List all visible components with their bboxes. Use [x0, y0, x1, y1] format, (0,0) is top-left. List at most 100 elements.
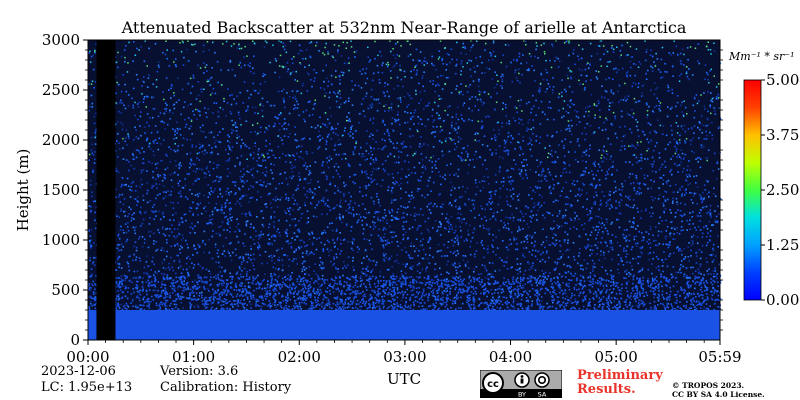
speckle-point [698, 137, 700, 139]
speckle-point [239, 161, 241, 164]
speckle-point [309, 56, 312, 59]
speckle-point [235, 254, 237, 257]
speckle-point [610, 240, 612, 242]
speckle-point [589, 249, 592, 251]
speckle-point [476, 65, 479, 67]
speckle-point [404, 246, 406, 249]
speckle-point [184, 184, 187, 187]
speckle-point [290, 275, 292, 277]
speckle-point [680, 264, 682, 266]
speckle-point [693, 175, 695, 178]
speckle-point [215, 232, 218, 235]
speckle-point [443, 283, 446, 286]
speckle-point [203, 194, 206, 197]
speckle-point [646, 158, 649, 160]
speckle-point [401, 143, 404, 146]
speckle-point [165, 204, 167, 207]
speckle-point [203, 298, 206, 301]
speckle-point [526, 234, 529, 237]
speckle-point [618, 204, 621, 207]
speckle-point [670, 124, 672, 127]
speckle-point [452, 264, 455, 267]
speckle-point [91, 102, 94, 105]
speckle-point [548, 256, 550, 259]
speckle-point [225, 237, 227, 239]
speckle-point [433, 279, 435, 282]
speckle-point [212, 180, 215, 183]
speckle-point [439, 226, 442, 228]
speckle-point [355, 141, 358, 144]
speckle-point [467, 172, 470, 175]
speckle-point [223, 282, 225, 284]
speckle-point [354, 84, 357, 87]
speckle-point [173, 103, 176, 106]
speckle-point [125, 240, 127, 243]
speckle-point [311, 85, 313, 88]
speckle-point [456, 279, 458, 282]
speckle-point [468, 59, 470, 62]
speckle-point [663, 305, 665, 307]
speckle-point [320, 241, 322, 244]
speckle-point [390, 276, 392, 279]
speckle-point [250, 259, 252, 261]
speckle-point [164, 234, 167, 237]
speckle-point [497, 281, 499, 284]
speckle-point [615, 236, 617, 238]
speckle-point [350, 126, 352, 129]
speckle-point [294, 79, 296, 81]
speckle-point [283, 123, 285, 126]
speckle-point [229, 217, 232, 219]
speckle-point [653, 106, 656, 108]
speckle-point [456, 272, 458, 274]
speckle-point [641, 92, 644, 95]
speckle-point [205, 268, 208, 271]
speckle-point [620, 99, 622, 101]
speckle-point [261, 153, 264, 156]
speckle-point [668, 255, 670, 257]
chart-title: Attenuated Backscatter at 532nm Near-Ran… [121, 18, 687, 37]
speckle-point [359, 186, 361, 189]
speckle-point [671, 202, 674, 204]
speckle-point [518, 55, 521, 58]
speckle-point [227, 134, 229, 136]
speckle-point [668, 281, 670, 284]
speckle-point [539, 260, 542, 263]
speckle-point [522, 165, 524, 167]
speckle-point [284, 171, 286, 174]
speckle-point [344, 127, 346, 129]
speckle-point [317, 200, 320, 203]
speckle-point [276, 282, 279, 284]
speckle-point [541, 258, 544, 261]
speckle-point [544, 178, 546, 180]
speckle-point [410, 266, 412, 268]
speckle-point [701, 297, 704, 299]
speckle-point [235, 130, 238, 132]
speckle-point [511, 231, 513, 234]
speckle-point [602, 160, 604, 163]
speckle-point [632, 182, 635, 184]
speckle-point [475, 293, 477, 295]
speckle-point [342, 216, 344, 219]
speckle-point [143, 296, 146, 298]
speckle-point [692, 242, 694, 245]
speckle-point [664, 199, 667, 201]
speckle-point [579, 264, 582, 267]
speckle-point [149, 283, 152, 286]
speckle-point [188, 166, 191, 169]
speckle-point [555, 242, 558, 245]
speckle-point [91, 152, 94, 155]
speckle-point [447, 114, 449, 116]
speckle-point [285, 232, 287, 235]
speckle-point [333, 149, 336, 151]
speckle-point [238, 228, 240, 231]
speckle-point [411, 191, 413, 193]
speckle-point [656, 97, 658, 100]
speckle-point [634, 298, 636, 300]
speckle-point [649, 131, 651, 134]
speckle-point [316, 204, 318, 206]
speckle-point [236, 200, 239, 203]
speckle-point [330, 74, 333, 77]
speckle-point [401, 168, 403, 170]
speckle-point [415, 65, 417, 67]
speckle-point [538, 87, 541, 89]
